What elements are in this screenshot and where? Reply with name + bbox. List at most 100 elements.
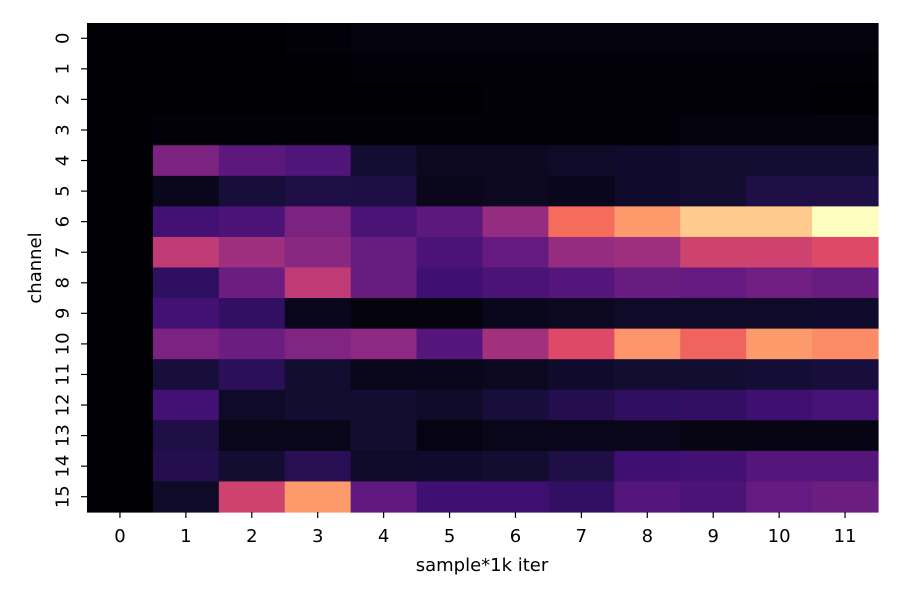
heatmap-cell bbox=[416, 23, 484, 55]
heatmap-cell bbox=[746, 267, 813, 299]
heatmap-cell bbox=[746, 481, 813, 513]
heatmap-cell bbox=[416, 328, 484, 360]
y-tick-label: 2 bbox=[53, 94, 74, 105]
heatmap-cell bbox=[746, 450, 813, 483]
heatmap-cell bbox=[482, 389, 550, 421]
x-tick-label: 7 bbox=[576, 526, 587, 547]
heatmap-cell bbox=[482, 114, 550, 146]
x-tick-label: 3 bbox=[312, 526, 323, 547]
heatmap-cell bbox=[218, 84, 286, 116]
y-tick-label: 8 bbox=[53, 277, 74, 288]
heatmap-cell bbox=[548, 420, 615, 452]
heatmap-cell bbox=[680, 481, 747, 513]
heatmap-cell bbox=[284, 53, 352, 85]
heatmap-cell bbox=[614, 328, 681, 360]
heatmap-cell bbox=[746, 389, 813, 421]
heatmap-cell bbox=[350, 328, 418, 360]
heatmap-cell bbox=[218, 23, 286, 55]
heatmap-cell bbox=[416, 420, 484, 452]
heatmap-cell bbox=[218, 298, 286, 330]
heatmap-cell bbox=[350, 84, 418, 116]
heatmap-cell bbox=[548, 53, 615, 85]
heatmap-cell bbox=[416, 267, 484, 299]
heatmap-cell bbox=[284, 389, 352, 421]
heatmap-cell bbox=[416, 236, 484, 269]
heatmap-cell bbox=[350, 389, 418, 421]
y-tick-label: 1 bbox=[53, 63, 74, 74]
heatmap-cell bbox=[350, 236, 418, 269]
heatmap-cell bbox=[812, 206, 879, 238]
heatmap-cell bbox=[482, 481, 550, 513]
x-tick-label: 9 bbox=[707, 526, 718, 547]
heatmap-cell bbox=[152, 328, 220, 360]
heatmap-cell bbox=[284, 481, 352, 513]
heatmap-cell bbox=[152, 206, 220, 238]
x-tick-label: 11 bbox=[834, 526, 857, 547]
heatmap-cell bbox=[87, 175, 154, 207]
heatmap-cell bbox=[87, 267, 154, 299]
heatmap-cell bbox=[812, 389, 879, 421]
heatmap-cell bbox=[614, 420, 681, 452]
heatmap-cell bbox=[416, 114, 484, 146]
heatmap-cell bbox=[812, 236, 879, 269]
heatmap-cell bbox=[218, 450, 286, 483]
heatmap-cell bbox=[614, 114, 681, 146]
heatmap-cell bbox=[680, 145, 747, 177]
y-axis-label: channel bbox=[25, 232, 46, 303]
heatmap-cell bbox=[152, 450, 220, 483]
heatmap-cell bbox=[416, 481, 484, 513]
heatmap-cell bbox=[152, 53, 220, 85]
heatmap-cell bbox=[482, 328, 550, 360]
heatmap-cell bbox=[350, 298, 418, 330]
heatmap-cell bbox=[350, 450, 418, 483]
heatmap-cell bbox=[218, 145, 286, 177]
heatmap-cell bbox=[284, 420, 352, 452]
heatmap-cell bbox=[746, 236, 813, 269]
heatmap-cell bbox=[416, 53, 484, 85]
heatmap-cell bbox=[152, 420, 220, 452]
heatmap-cell bbox=[548, 145, 615, 177]
heatmap-cell bbox=[284, 84, 352, 116]
heatmap-cell bbox=[87, 389, 154, 421]
heatmap-cell bbox=[614, 481, 681, 513]
heatmap-cell bbox=[152, 23, 220, 55]
heatmap-cell bbox=[87, 84, 154, 116]
heatmap-cell bbox=[548, 267, 615, 299]
heatmap-cell bbox=[812, 420, 879, 452]
heatmap-cell bbox=[416, 389, 484, 421]
heatmap-cell bbox=[416, 84, 484, 116]
heatmap-cell bbox=[746, 328, 813, 360]
heatmap-cell bbox=[614, 84, 681, 116]
heatmap-cell bbox=[746, 145, 813, 177]
heatmap-cell bbox=[152, 114, 220, 146]
heatmap-cell bbox=[87, 298, 154, 330]
heatmap-cell bbox=[680, 328, 747, 360]
heatmap-cell bbox=[152, 84, 220, 116]
heatmap-cell bbox=[614, 53, 681, 85]
heatmap-cell bbox=[284, 114, 352, 146]
heatmap-cell bbox=[812, 175, 879, 207]
heatmap-cell bbox=[284, 267, 352, 299]
heatmap-cell bbox=[482, 298, 550, 330]
heatmap-cell bbox=[416, 298, 484, 330]
heatmap-cell bbox=[416, 175, 484, 207]
y-tick-label: 5 bbox=[53, 185, 74, 196]
heatmap-cell bbox=[548, 236, 615, 269]
heatmap-cell bbox=[87, 206, 154, 238]
heatmap-cell bbox=[548, 481, 615, 513]
heatmap-cell bbox=[218, 175, 286, 207]
heatmap-cell bbox=[614, 267, 681, 299]
heatmap-cell bbox=[350, 359, 418, 391]
heatmap-cell bbox=[746, 84, 813, 116]
y-tick-label: 12 bbox=[53, 394, 74, 417]
heatmap-cell bbox=[482, 53, 550, 85]
heatmap-cell bbox=[152, 267, 220, 299]
y-tick-label: 13 bbox=[53, 424, 74, 447]
heatmap-cell bbox=[812, 145, 879, 177]
heatmap-cell bbox=[746, 23, 813, 55]
heatmap-cell bbox=[746, 298, 813, 330]
y-tick-label: 11 bbox=[53, 363, 74, 386]
heatmap-cell bbox=[482, 206, 550, 238]
heatmap-cell bbox=[482, 450, 550, 483]
